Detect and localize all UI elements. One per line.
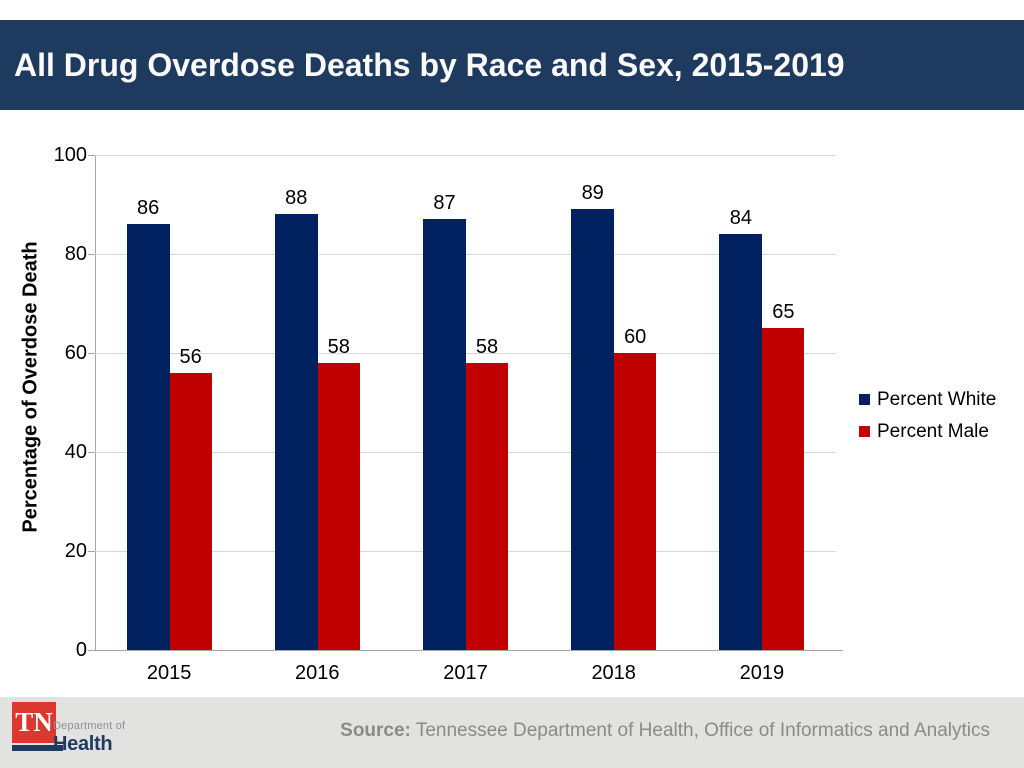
bar-percent-white-2015 [126,224,170,650]
source-line: Source: Tennessee Department of Health, … [340,720,990,742]
data-label-2016-0: 88 [285,187,308,210]
data-label-2019-1: 65 [772,301,795,324]
slide-title-bar: All Drug Overdose Deaths by Race and Sex… [0,20,1024,110]
legend-swatch-percent-white [859,394,870,405]
y-tick-label-40: 40 [64,441,87,463]
x-axis-line [88,650,843,651]
y-tick-label-100: 100 [53,144,87,166]
footer-band: TN Department of Health Source: Tennesse… [0,697,1024,768]
legend-item-percent-male: Percent Male [859,421,996,442]
y-tick-label-20: 20 [64,540,87,562]
bar-percent-male-2015 [169,372,212,650]
tn-logo-abbr: TN [15,707,53,737]
y-axis-tick-20 [88,550,95,552]
legend-swatch-percent-male [859,426,870,437]
y-axis-tick-80 [88,253,95,255]
y-tick-label-60: 60 [64,342,87,364]
logo-department-of: Department of [53,720,126,732]
legend-label-percent-white: Percent White [877,389,997,410]
bar-chart-plot-area: Percentage of Overdose Death 0 20 40 60 80 10… [20,144,843,684]
y-tick-label-80: 80 [64,243,87,265]
x-tick-label-2015: 2015 [146,662,192,684]
x-tick-label-2017: 2017 [443,662,488,684]
bar-percent-white-2016 [274,214,318,650]
gridline-100 [95,154,836,156]
data-label-2018-0: 89 [581,182,604,205]
data-label-2016-1: 58 [327,335,350,358]
bar-percent-white-2018 [571,209,615,650]
data-label-2015-1: 56 [179,345,202,368]
logo-health: Health [53,733,113,755]
data-label-2017-1: 58 [475,335,499,358]
x-tick-label-2016: 2016 [295,662,340,684]
bar-percent-white-2019 [719,234,763,650]
slide-title: All Drug Overdose Deaths by Race and Sex… [14,46,845,83]
tn-logo-underline [12,745,63,751]
x-tick-label-2018: 2018 [591,662,636,684]
data-label-2015-0: 86 [136,197,160,220]
chart-legend: Percent White Percent Male [859,389,996,442]
bar-percent-male-2018 [614,353,657,650]
y-axis-tick-40 [88,451,95,453]
y-axis-tick-100 [88,154,95,156]
y-axis-tick-60 [88,352,95,354]
source-label: Source: [340,720,411,741]
tn-logo-icon: TN [12,702,56,743]
bar-percent-white-2017 [423,219,466,650]
data-label-2018-1: 60 [624,326,647,348]
tn-department-of-health-logo: TN [12,702,63,751]
logo-text-block: Department of Health [53,720,126,755]
bar-percent-male-2017 [466,362,508,650]
x-tick-label-2019: 2019 [739,662,785,684]
data-label-2019-0: 84 [729,207,753,230]
bar-percent-male-2016 [317,362,360,650]
y-axis-line [95,155,96,650]
bar-percent-male-2019 [762,328,805,650]
legend-item-percent-white: Percent White [859,389,996,410]
source-text: Tennessee Department of Health, Office o… [415,720,990,741]
data-label-2017-0: 87 [433,192,456,215]
y-tick-label-0: 0 [75,639,87,661]
y-axis-title: Percentage of Overdose Death [19,241,42,533]
legend-label-percent-male: Percent Male [877,421,989,442]
